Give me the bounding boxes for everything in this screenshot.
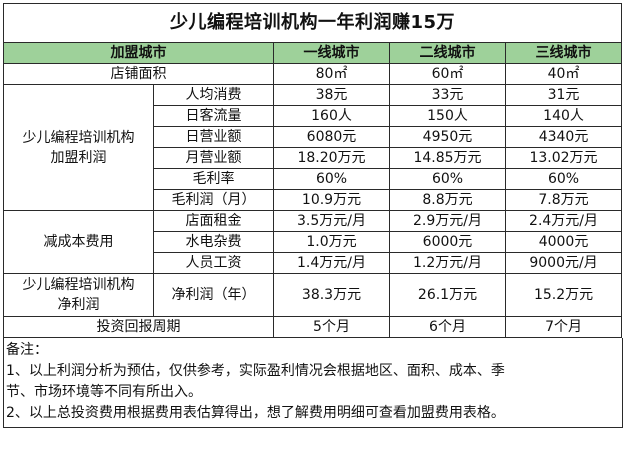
cell-value: 60% xyxy=(389,168,506,190)
cell-value: 38.3万元 xyxy=(273,273,390,317)
table-row: 少儿编程培训机构 加盟利润 人均消费 38元 33元 31元 xyxy=(3,84,623,211)
cell-value: 6个月 xyxy=(389,316,506,338)
cell-value: 14.85万元 xyxy=(389,147,506,169)
page-title: 少儿编程培训机构一年利润赚15万 xyxy=(2,3,623,43)
cell-value: 60% xyxy=(504,168,623,190)
notes-heading: 备注： xyxy=(6,342,48,358)
header-corner: 加盟城市 xyxy=(3,42,274,64)
header-row: 加盟城市 一线城市 二线城市 三线城市 xyxy=(3,42,623,64)
cell-value: 150人 xyxy=(389,105,506,127)
notes-line: 节、市场环境等不同有所出入。 xyxy=(6,384,202,400)
row-label: 净利润（年） xyxy=(153,273,274,317)
notes-block: 备注： 1、以上利润分析为预估，仅供参考，实际盈利情况会根据地区、面积、成本、季… xyxy=(3,338,623,428)
cell-value: 1.2万元/月 xyxy=(389,252,506,274)
cell-value: 4950元 xyxy=(389,126,506,148)
cell-value: 13.02万元 xyxy=(504,147,623,169)
notes-line: 1、以上利润分析为预估，仅供参考，实际盈利情况会根据地区、面积、成本、季 xyxy=(6,363,505,379)
group-label-line: 少儿编程培训机构 xyxy=(22,129,135,146)
table-row: 毛利率 60% 60% 60% xyxy=(4,168,623,190)
cell-value: 2.9万元/月 xyxy=(389,210,506,232)
group-label-line: 净利润 xyxy=(57,297,100,313)
cell-value: 2.4万元/月 xyxy=(504,210,623,232)
row-label: 日客流量 xyxy=(153,105,274,127)
row-label: 日营业额 xyxy=(153,126,274,148)
cell-value: 160人 xyxy=(273,105,390,127)
cell-value: 7个月 xyxy=(504,316,623,338)
cell-value: 31元 xyxy=(504,84,623,106)
header-city-tier1: 一线城市 xyxy=(273,42,390,64)
row-label: 毛利润（月） xyxy=(153,189,274,211)
cell-value: 26.1万元 xyxy=(389,273,506,317)
table-row: 少儿编程培训机构 净利润 净利润（年） 38.3万元 26.1万元 15.2万元 xyxy=(3,273,623,317)
notes-line: 2、以上总投资费用根据费用表估算得出，想了解费用明细可查看加盟费用表格。 xyxy=(6,405,505,421)
cell-value: 1.4万元/月 xyxy=(273,252,390,274)
cell-value: 6000元 xyxy=(389,231,506,253)
table-row: 水电杂费 1.0万元 6000元 4000元 xyxy=(4,231,623,253)
group-label-line: 加盟利润 xyxy=(50,149,107,166)
row-label: 店铺面积 xyxy=(3,63,274,85)
header-city-tier3: 三线城市 xyxy=(504,42,623,64)
table-row: 投资回报周期 5个月 6个月 7个月 xyxy=(3,316,623,338)
cell-value: 6080元 xyxy=(273,126,390,148)
cell-value: 10.9万元 xyxy=(273,189,390,211)
row-label: 人员工资 xyxy=(153,252,274,274)
cell-value: 4340元 xyxy=(504,126,623,148)
table-row: 毛利润（月） 10.9万元 8.8万元 7.8万元 xyxy=(4,189,623,211)
cell-value: 4000元 xyxy=(504,231,623,253)
row-label: 投资回报周期 xyxy=(3,316,274,338)
cell-value: 80㎡ xyxy=(273,63,390,85)
cell-value: 7.8万元 xyxy=(504,189,623,211)
group-label-line: 少儿编程培训机构 xyxy=(22,277,135,293)
cell-value: 9000元/月 xyxy=(504,252,623,274)
cell-value: 33元 xyxy=(389,84,506,106)
cell-value: 60㎡ xyxy=(389,63,506,85)
cell-value: 8.8万元 xyxy=(389,189,506,211)
header-city-tier2: 二线城市 xyxy=(389,42,506,64)
profit-sheet: 少儿编程培训机构一年利润赚15万 加盟城市 一线城市 二线城市 三线城市 店铺面… xyxy=(2,3,623,428)
cell-value: 5个月 xyxy=(273,316,390,338)
row-label: 月营业额 xyxy=(153,147,274,169)
cell-value: 40㎡ xyxy=(504,63,623,85)
table-row: 减成本费用 店面租金 3.5万元/月 2.9万元/月 2.4万元/月 xyxy=(3,210,623,274)
cell-value: 38元 xyxy=(273,84,390,106)
row-label: 水电杂费 xyxy=(153,231,274,253)
row-label: 店面租金 xyxy=(153,210,274,232)
table-row: 月营业额 18.20万元 14.85万元 13.02万元 xyxy=(4,147,623,169)
group-label-profit: 少儿编程培训机构 加盟利润 xyxy=(3,84,154,211)
cell-value: 3.5万元/月 xyxy=(273,210,390,232)
row-label: 人均消费 xyxy=(153,84,274,106)
cell-value: 1.0万元 xyxy=(273,231,390,253)
row-label: 毛利率 xyxy=(153,168,274,190)
cell-value: 15.2万元 xyxy=(504,273,623,317)
cell-value: 140人 xyxy=(504,105,623,127)
group-label-cost: 减成本费用 xyxy=(3,210,154,274)
profit-table: 少儿编程培训机构一年利润赚15万 加盟城市 一线城市 二线城市 三线城市 店铺面… xyxy=(2,3,623,338)
group-label-net: 少儿编程培训机构 净利润 xyxy=(3,273,154,317)
table-row: 店铺面积 80㎡ 60㎡ 40㎡ xyxy=(3,63,623,85)
table-row: 人员工资 1.4万元/月 1.2万元/月 9000元/月 xyxy=(4,252,623,274)
cell-value: 18.20万元 xyxy=(273,147,390,169)
cell-value: 60% xyxy=(273,168,390,190)
